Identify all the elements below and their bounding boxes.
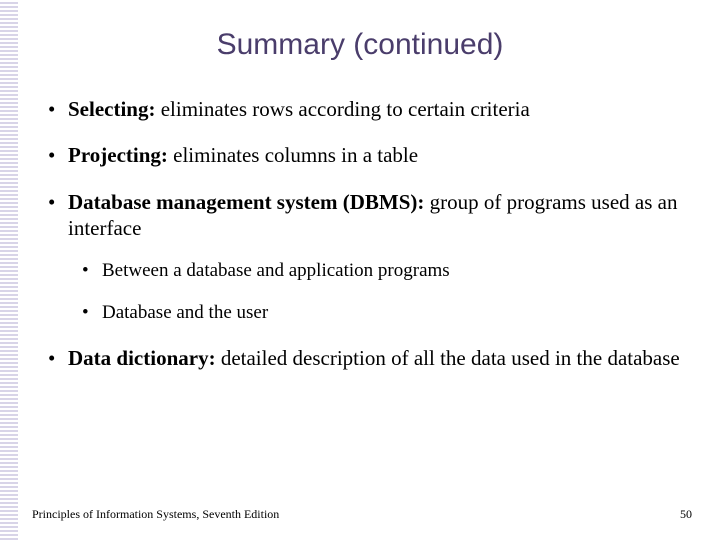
sub-bullet-text: Between a database and application progr…	[102, 260, 450, 281]
footer-text: Principles of Information Systems, Seven…	[32, 507, 279, 522]
bullet-data-dictionary: Data dictionary: detailed description of…	[46, 345, 680, 371]
slide-title: Summary (continued)	[40, 28, 680, 62]
slide-container: Summary (continued) Selecting: eliminate…	[0, 0, 720, 540]
bullet-term: Database management system (DBMS):	[68, 190, 424, 214]
bullet-term: Data dictionary:	[68, 346, 216, 370]
bullet-selecting: Selecting: eliminates rows according to …	[46, 96, 680, 122]
page-number: 50	[680, 507, 692, 522]
sub-bullet-list: Between a database and application progr…	[68, 259, 680, 325]
sub-bullet-text: Database and the user	[102, 302, 268, 323]
bullet-term: Projecting:	[68, 143, 168, 167]
bullet-term: Selecting:	[68, 97, 155, 121]
bullet-list: Selecting: eliminates rows according to …	[40, 96, 680, 371]
bullet-text: detailed description of all the data use…	[216, 346, 680, 370]
bullet-text: eliminates columns in a table	[168, 143, 418, 167]
sub-bullet-user: Database and the user	[80, 301, 680, 325]
bullet-projecting: Projecting: eliminates columns in a tabl…	[46, 142, 680, 168]
bullet-dbms: Database management system (DBMS): group…	[46, 189, 680, 325]
bullet-text: eliminates rows according to certain cri…	[155, 97, 529, 121]
sub-bullet-between: Between a database and application progr…	[80, 259, 680, 283]
